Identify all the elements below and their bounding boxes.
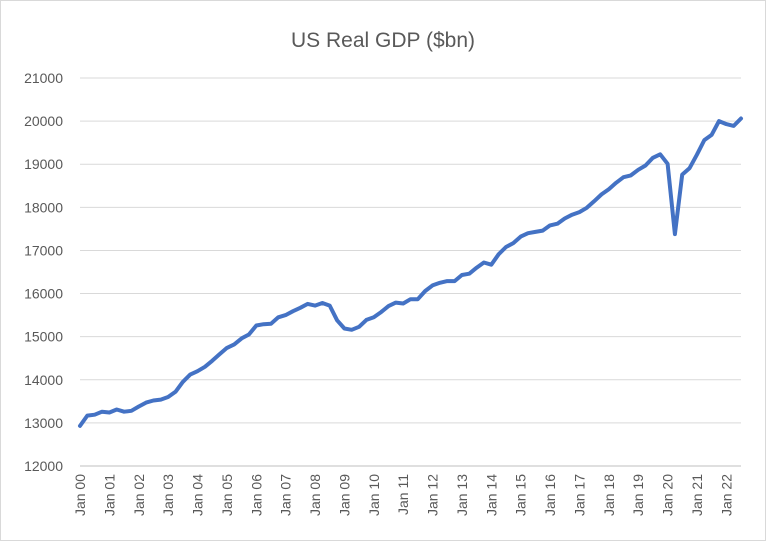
- x-tick-label: Jan 17: [571, 474, 587, 516]
- x-tick-label: Jan 14: [483, 474, 499, 516]
- y-tick-label: 20000: [24, 113, 63, 129]
- x-tick-label: Jan 20: [660, 474, 676, 516]
- gridlines: [80, 77, 741, 424]
- y-tick-label: 12000: [24, 458, 63, 474]
- y-tick-label: 19000: [24, 156, 63, 172]
- x-tick-label: Jan 15: [513, 474, 529, 516]
- x-tick-label: Jan 21: [689, 474, 705, 516]
- x-tick-label: Jan 13: [454, 474, 470, 516]
- x-tick-label: Jan 11: [395, 474, 411, 515]
- x-tick-label: Jan 06: [248, 474, 264, 516]
- series-line-us-real-gdp: [78, 116, 743, 428]
- y-tick-label: 15000: [24, 329, 63, 345]
- x-tick-label: Jan 19: [630, 474, 646, 516]
- x-tick-label: Jan 16: [542, 474, 558, 516]
- x-tick-label: Jan 22: [718, 474, 734, 516]
- x-tick-label: Jan 09: [336, 474, 352, 516]
- y-tick-label: 16000: [24, 286, 63, 302]
- chart-title: US Real GDP ($bn): [291, 29, 475, 52]
- x-tick-label: Jan 08: [307, 474, 323, 516]
- x-axis-ticks: Jan 00 Jan 01 Jan 02 Jan 03 Jan 04 Jan 05 Jan …: [72, 474, 734, 516]
- x-tick-label: Jan 10: [366, 474, 382, 516]
- y-axis-ticks: 12000 13000 14000 15000 16000 17000 18000 19000…: [24, 70, 63, 474]
- x-tick-label: Jan 03: [160, 474, 176, 516]
- x-tick-label: Jan 04: [190, 474, 206, 516]
- x-tick-label: Jan 12: [425, 474, 441, 516]
- y-tick-label: 17000: [24, 242, 63, 258]
- x-tick-label: Jan 18: [601, 474, 617, 516]
- x-tick-label: Jan 07: [278, 474, 294, 516]
- x-tick-label: Jan 01: [101, 474, 117, 516]
- y-tick-label: 13000: [24, 415, 63, 431]
- x-tick-label: Jan 02: [131, 474, 147, 516]
- y-tick-label: 14000: [24, 372, 63, 388]
- series-layer: [78, 116, 743, 428]
- x-tick-label: Jan 00: [72, 474, 88, 516]
- y-tick-label: 21000: [24, 70, 63, 86]
- y-tick-label: 18000: [24, 199, 63, 215]
- x-tick-label: Jan 05: [219, 474, 235, 516]
